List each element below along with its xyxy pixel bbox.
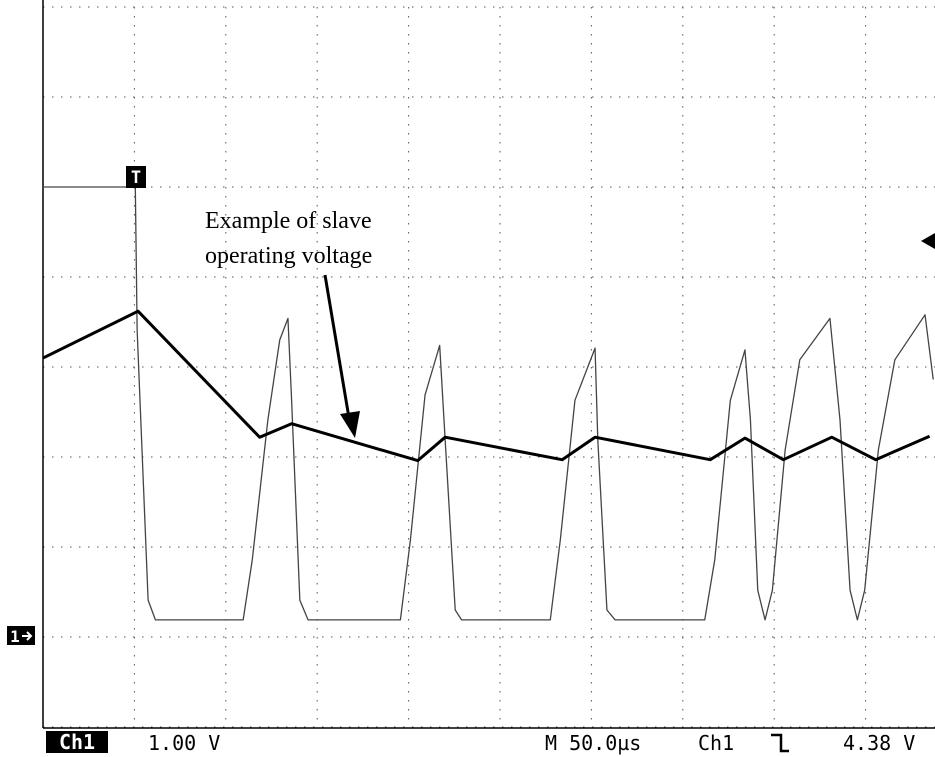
status-trigger-level: 4.38 V (843, 731, 915, 755)
channel-badge (46, 731, 108, 753)
status-timebase: M 50.0µs (545, 731, 641, 755)
status-channel: Ch1 (59, 730, 95, 754)
trigger-slope-icon (771, 733, 789, 753)
channel-arrow (22, 631, 33, 641)
status-scale: 1.00 V (148, 731, 220, 755)
annotation-arrow (323, 274, 351, 419)
edge-marker (921, 233, 935, 249)
grid (42, 6, 935, 728)
trigger-marker: T (131, 168, 141, 188)
channel-marker: 1 (10, 627, 20, 646)
annotation-line: Example of slave (205, 208, 372, 234)
annotation-line: operating voltage (205, 243, 372, 269)
trace (43, 309, 931, 463)
annotation-arrowhead (340, 411, 360, 438)
traces (43, 186, 934, 621)
trigger-box (126, 166, 146, 188)
trace (43, 186, 934, 621)
status-trigger-channel: Ch1 (698, 731, 734, 755)
